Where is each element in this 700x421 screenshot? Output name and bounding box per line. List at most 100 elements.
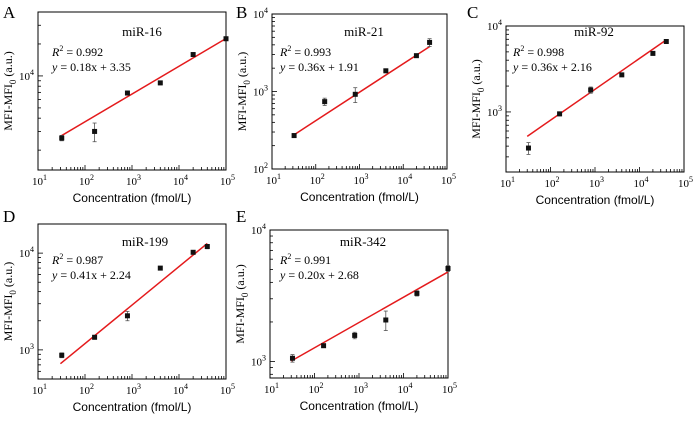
- fit-equation: y = 0.36x + 2.16: [512, 60, 592, 74]
- chart-title: miR-21: [344, 24, 384, 39]
- y-axis-title: MFI-MFI0 (a.u.): [1, 51, 18, 131]
- data-point: [321, 343, 327, 349]
- x-tick-label: 105: [441, 172, 456, 187]
- x-tick-label: 103: [353, 381, 368, 396]
- x-tick-label: 103: [126, 382, 141, 397]
- data-point: [352, 332, 358, 338]
- x-tick-label: 102: [310, 172, 325, 187]
- data-point: [427, 39, 433, 45]
- x-tick-label: 101: [32, 173, 47, 188]
- panel-letter: C: [467, 3, 478, 22]
- fit-line: [290, 271, 449, 362]
- x-tick-label: 101: [264, 381, 279, 396]
- data-point: [124, 313, 130, 319]
- data-point: [157, 265, 163, 271]
- data-point: [92, 128, 98, 134]
- y-axis-title: MFI-MFI0 (a.u.): [469, 59, 486, 139]
- x-tick-label: 104: [397, 172, 412, 187]
- chart-title: miR-16: [122, 24, 162, 39]
- data-point: [190, 249, 196, 255]
- x-tick-label: 104: [634, 175, 649, 190]
- r-squared-label: R2 = 0.998: [512, 44, 564, 59]
- fit-equation: y = 0.36x + 1.91: [279, 60, 359, 74]
- x-tick-label: 104: [398, 381, 413, 396]
- data-point: [289, 355, 295, 361]
- y-tick-label: 104: [19, 245, 34, 260]
- data-point: [619, 72, 625, 78]
- x-tick-label: 105: [220, 173, 235, 188]
- x-tick-label: 101: [32, 382, 47, 397]
- y-tick-label: 104: [487, 18, 502, 33]
- x-tick-label: 104: [173, 382, 188, 397]
- data-point: [588, 87, 594, 93]
- x-tick-label: 103: [354, 172, 369, 187]
- chart-panel-d: D 101 102 103 104 105 103 104 Concentration (fmo…: [1, 207, 235, 414]
- chart-panel-e: E 101 102 103 104 105 103 104 Concentration (fmo…: [233, 207, 457, 413]
- data-point: [383, 68, 389, 74]
- data-point: [352, 91, 358, 97]
- fit-equation: y = 0.18x + 3.35: [51, 60, 131, 74]
- data-point: [59, 352, 65, 358]
- x-tick-label: 101: [500, 175, 515, 190]
- data-point: [525, 145, 531, 151]
- y-tick-label: 104: [253, 6, 268, 21]
- data-point: [291, 133, 297, 139]
- data-point: [190, 52, 196, 58]
- data-point: [204, 244, 210, 250]
- panel-letter: D: [3, 207, 15, 226]
- fit-equation: y = 0.20x + 2.68: [279, 268, 359, 282]
- data-point: [663, 39, 669, 45]
- data-point: [124, 90, 130, 96]
- fit-equation: y = 0.41x + 2.24: [51, 268, 131, 282]
- r-squared-label: R2 = 0.991: [279, 252, 331, 267]
- data-point: [92, 334, 98, 340]
- data-point: [557, 111, 563, 117]
- chart-title: miR-92: [574, 24, 614, 39]
- chart-panel-a: A 101 102 103 104 105 104 Concentration (fmol/L…: [1, 3, 235, 205]
- panel-letter: A: [3, 3, 16, 22]
- x-tick-label: 105: [678, 175, 693, 190]
- y-axis-title: MFI-MFI0 (a.u.): [233, 264, 250, 344]
- x-axis-title: Concentration (fmol/L): [73, 191, 192, 205]
- chart-title: miR-342: [340, 234, 386, 249]
- panel-letter: E: [236, 207, 246, 226]
- data-point: [157, 80, 163, 86]
- data-point: [322, 99, 328, 105]
- x-tick-label: 103: [589, 175, 604, 190]
- fit-line: [526, 39, 667, 137]
- x-tick-label: 104: [173, 173, 188, 188]
- data-point: [383, 317, 389, 323]
- y-tick-label: 104: [251, 222, 266, 237]
- fit-line: [59, 242, 208, 365]
- data-point: [413, 53, 419, 59]
- x-tick-label: 101: [266, 172, 281, 187]
- chart-panel-c: C 101 102 103 104 105 103 104 Concentration (fmo…: [467, 3, 693, 207]
- fit-line: [292, 45, 430, 137]
- y-axis-title: MFI-MFI0 (a.u.): [235, 52, 252, 132]
- y-tick-label: 103: [253, 84, 268, 99]
- data-point: [414, 290, 420, 296]
- y-tick-label: 103: [251, 354, 266, 369]
- data-point: [650, 50, 656, 56]
- r-squared-label: R2 = 0.992: [51, 44, 103, 59]
- y-tick-label: 103: [487, 104, 502, 119]
- data-point: [223, 36, 229, 42]
- chart-title: miR-199: [122, 234, 168, 249]
- r-squared-label: R2 = 0.987: [51, 252, 103, 267]
- x-tick-label: 102: [309, 381, 324, 396]
- data-point: [59, 135, 65, 141]
- panel-letter: B: [236, 3, 247, 22]
- y-tick-label: 104: [19, 68, 34, 83]
- fit-line: [60, 37, 227, 137]
- y-tick-label: 103: [19, 342, 34, 357]
- x-tick-label: 102: [79, 173, 94, 188]
- r-squared-label: R2 = 0.993: [279, 44, 331, 59]
- x-axis-title: Concentration (fmol/L): [536, 193, 655, 207]
- x-tick-label: 103: [126, 173, 141, 188]
- x-axis-title: Concentration (fmol/L): [300, 399, 419, 413]
- data-point: [445, 265, 451, 271]
- x-tick-label: 102: [79, 382, 94, 397]
- y-axis-title: MFI-MFI0 (a.u.): [1, 262, 18, 342]
